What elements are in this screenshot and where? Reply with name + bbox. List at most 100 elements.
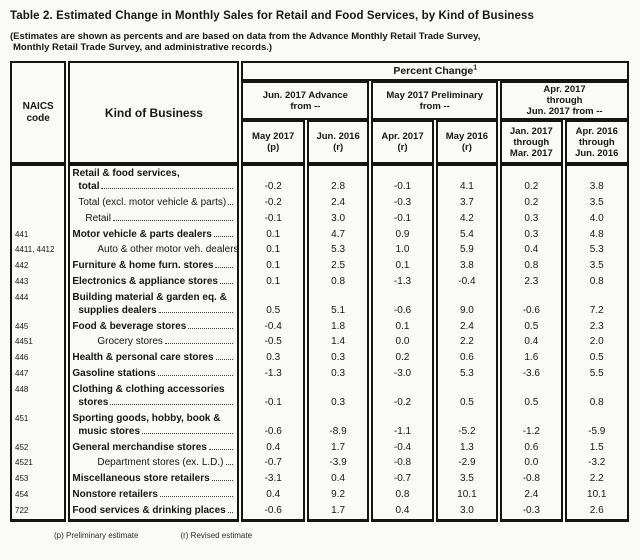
naics-code-cell: 442 (10, 258, 67, 274)
table-row: 451 Sporting goods, hobby, book & music … (10, 411, 629, 440)
value-cell: -0.5 (241, 335, 305, 350)
value-cell: -0.6 (241, 503, 305, 522)
value-cell: -0.7 (371, 471, 434, 487)
footnotes: (p) Preliminary estimate (r) Revised esti… (8, 531, 632, 540)
value-cell: -0.1 (241, 382, 305, 411)
value-cell: 0.4 (371, 503, 434, 522)
kind-of-business-cell: General merchandise stores (68, 440, 240, 456)
label-line-1: Clothing & clothing accessories (72, 384, 225, 395)
value-cell: 3.5 (435, 471, 499, 487)
dot-leader (211, 480, 234, 481)
value-cell: 2.0 (564, 335, 629, 350)
value-cell: 3.0 (435, 503, 499, 522)
table-row: 441 Motor vehicle & parts dealers 0.1 4.… (10, 227, 629, 243)
value-cell: 0.8 (500, 258, 563, 274)
naics-code-cell: 451 (10, 411, 67, 440)
value-cell: 2.2 (435, 335, 499, 350)
naics-code-cell: 447 (10, 366, 67, 382)
label-line-2: Electronics & appliance stores (72, 275, 234, 288)
label-line-2: Department stores (ex. L.D.) (72, 456, 234, 469)
dot-leader (164, 343, 234, 344)
value-cell: 1.0 (371, 243, 434, 258)
naics-code-cell: 454 (10, 487, 67, 503)
value-cell: 0.4 (306, 471, 370, 487)
value-cell: 3.0 (306, 211, 370, 227)
value-cell: -0.6 (371, 290, 434, 319)
value-cell: -0.7 (241, 456, 305, 471)
kind-of-business-cell: Nonstore retailers (68, 487, 240, 503)
naics-code-cell: 448 (10, 382, 67, 411)
value-cell: 4.2 (435, 211, 499, 227)
value-cell: 5.4 (435, 227, 499, 243)
value-cell: 2.4 (306, 195, 370, 211)
value-cell: 0.3 (500, 211, 563, 227)
label-line-2: Motor vehicle & parts dealers (72, 228, 234, 241)
dot-leader (228, 204, 234, 205)
label-line-1: Building material & garden eq. & (72, 292, 227, 303)
dot-leader (215, 359, 234, 360)
table-row: 452 General merchandise stores 0.4 1.7 -… (10, 440, 629, 456)
label-line-2: Food & beverage stores (72, 320, 234, 333)
value-cell: -0.4 (435, 274, 499, 290)
group-header-jun-2017-advance: Jun. 2017 Advance from -- (241, 81, 370, 120)
footnote-revised: (r) Revised estimate (180, 531, 253, 540)
kind-of-business-cell: Furniture & home furn. stores (68, 258, 240, 274)
label-line-2: supplies dealers (72, 304, 234, 317)
value-cell: 4.1 (435, 164, 499, 195)
value-cell: 0.3 (306, 382, 370, 411)
value-cell: 4.8 (564, 227, 629, 243)
value-cell: -5.2 (435, 411, 499, 440)
naics-code-cell: 722 (10, 503, 67, 522)
label-line-2: Health & personal care stores (72, 351, 234, 364)
dot-leader (101, 188, 234, 189)
retail-sales-table: NAICS code Kind of Business Percent Chan… (8, 61, 631, 522)
value-cell: 0.2 (500, 195, 563, 211)
value-cell: 0.2 (500, 164, 563, 195)
label-line-2: Gasoline stations (72, 367, 234, 380)
table-row: Retail & food services, total -0.2 2.8 -… (10, 164, 629, 195)
value-cell: -0.8 (500, 471, 563, 487)
group-header-apr-jun-2017: Apr. 2017 through Jun. 2017 from -- (500, 81, 629, 120)
value-cell: 3.5 (564, 258, 629, 274)
label-line-2: stores (72, 396, 234, 409)
value-cell: 2.8 (306, 164, 370, 195)
table-row: 4521 Department stores (ex. L.D.) -0.7 -… (10, 456, 629, 471)
value-cell: 0.1 (241, 274, 305, 290)
footnote-preliminary: (p) Preliminary estimate (54, 531, 139, 540)
value-cell: 0.0 (371, 335, 434, 350)
naics-code-cell: 4451 (10, 335, 67, 350)
value-cell: -3.9 (306, 456, 370, 471)
dot-leader (158, 312, 234, 313)
kind-of-business-cell: Electronics & appliance stores (68, 274, 240, 290)
value-cell: 3.8 (435, 258, 499, 274)
dot-leader (110, 404, 234, 405)
label-line-2: Miscellaneous store retailers (72, 472, 234, 485)
value-cell: -0.1 (371, 211, 434, 227)
value-cell: 1.7 (306, 440, 370, 456)
scanned-table-page: Table 2. Estimated Change in Monthly Sal… (8, 10, 632, 540)
kind-of-business-cell: Retail (68, 211, 240, 227)
dot-leader (227, 512, 234, 513)
naics-code-cell: 446 (10, 350, 67, 366)
dot-leader (112, 220, 234, 221)
kind-of-business-cell: Sporting goods, hobby, book & music stor… (68, 411, 240, 440)
value-cell: 5.3 (564, 243, 629, 258)
naics-code-cell: 441 (10, 227, 67, 243)
value-cell: -0.2 (241, 195, 305, 211)
value-cell: 0.2 (371, 350, 434, 366)
naics-code-cell: 453 (10, 471, 67, 487)
value-cell: 0.5 (500, 382, 563, 411)
label-line-2: total (72, 180, 234, 193)
kind-of-business-cell: Grocery stores (68, 335, 240, 350)
naics-code-cell (10, 211, 67, 227)
table-row: 448 Clothing & clothing accessories stor… (10, 382, 629, 411)
label-line-2: Nonstore retailers (72, 488, 234, 501)
naics-code-cell: 443 (10, 274, 67, 290)
kind-of-business-cell: Building material & garden eq. & supplie… (68, 290, 240, 319)
table-row: 445 Food & beverage stores -0.4 1.8 0.1 … (10, 319, 629, 335)
value-cell: 0.8 (564, 274, 629, 290)
kind-of-business-cell: Clothing & clothing accessories stores (68, 382, 240, 411)
dot-leader (208, 449, 234, 450)
dot-leader (142, 433, 234, 434)
value-cell: 0.1 (241, 243, 305, 258)
